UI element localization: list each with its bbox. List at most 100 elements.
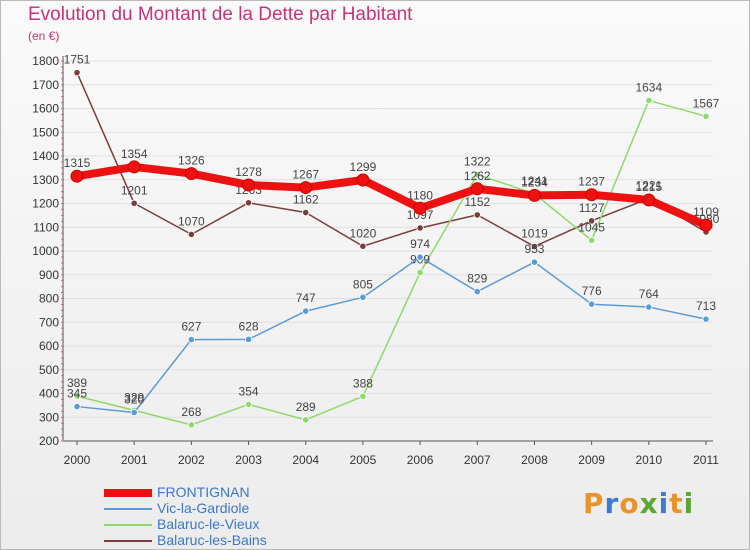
data-label: 289 <box>296 400 316 414</box>
series-line <box>73 162 710 230</box>
y-tick-label: 800 <box>39 292 59 306</box>
data-label: 627 <box>181 320 201 334</box>
data-label: 1234 <box>521 175 548 189</box>
data-label: 1152 <box>464 195 490 209</box>
data-point <box>244 400 253 409</box>
data-point <box>645 303 653 311</box>
data-label: 1109 <box>693 205 719 219</box>
data-label: 1262 <box>464 169 491 183</box>
data-label: 1045 <box>578 220 605 234</box>
data-label: 953 <box>524 242 544 256</box>
data-point <box>359 242 367 250</box>
data-point <box>302 208 310 217</box>
legend-swatch <box>104 524 152 526</box>
logo-letter: x <box>639 487 659 520</box>
data-point <box>302 307 310 315</box>
legend: FRONTIGNAN Vic-la-Gardiole Balaruc-le-Vi… <box>104 484 314 549</box>
data-label: 1221 <box>635 179 662 193</box>
data-point <box>73 69 81 77</box>
data-label: 1278 <box>235 165 262 179</box>
y-tick-label: 1800 <box>32 54 59 68</box>
data-point <box>359 392 367 400</box>
data-label: 1215 <box>635 180 662 194</box>
data-point <box>416 253 424 261</box>
data-label: 1315 <box>64 156 91 170</box>
legend-swatch <box>104 508 152 510</box>
legend-label: Balaruc-les-Bains <box>157 532 267 548</box>
data-label: 1097 <box>407 208 434 222</box>
data-point <box>242 178 256 192</box>
chart-title: Evolution du Montant de la Dette par Hab… <box>28 4 413 25</box>
data-label: 1019 <box>521 226 548 240</box>
legend-swatch <box>104 540 152 542</box>
data-label: 1567 <box>693 96 720 110</box>
logo-letter: i <box>658 487 670 520</box>
data-label: 345 <box>67 387 87 401</box>
series-line <box>76 71 707 248</box>
data-label: 1241 <box>521 174 548 188</box>
data-label: 1354 <box>121 147 148 161</box>
data-point <box>73 392 81 400</box>
y-tick-label: 400 <box>39 387 59 401</box>
legend-item: Balaruc-le-Vieux <box>104 516 314 533</box>
data-point <box>184 167 198 181</box>
data-label: 1070 <box>178 214 205 228</box>
x-tick-label: 2004 <box>292 453 319 467</box>
data-label: 329 <box>124 390 144 404</box>
data-point <box>470 182 484 196</box>
data-label: 805 <box>353 277 373 291</box>
data-point <box>588 300 596 308</box>
y-tick-label: 500 <box>39 363 59 377</box>
data-point <box>302 416 310 424</box>
data-point <box>645 96 653 105</box>
y-tick-label: 1700 <box>32 78 59 92</box>
x-tick-label: 2001 <box>121 453 148 467</box>
data-label: 829 <box>467 272 487 286</box>
proxiti-logo: Proxiti <box>583 487 694 520</box>
data-point <box>244 335 253 343</box>
x-tick-label: 2003 <box>235 453 262 467</box>
data-point <box>642 193 656 207</box>
data-point <box>473 288 481 296</box>
logo-letter: r <box>604 487 620 520</box>
data-label: 1267 <box>292 168 319 182</box>
legend-swatch <box>104 489 152 497</box>
y-tick-label: 600 <box>39 339 59 353</box>
data-point <box>127 160 141 174</box>
x-tick-label: 2000 <box>64 453 91 467</box>
legend-item: Vic-la-Gardiole <box>104 500 314 517</box>
data-label: 1751 <box>64 53 91 67</box>
y-tick-label: 1100 <box>33 220 59 234</box>
y-tick-label: 1600 <box>32 102 59 116</box>
data-point <box>702 112 710 120</box>
data-point <box>588 236 596 244</box>
data-point <box>187 421 195 429</box>
data-point <box>130 199 138 207</box>
y-tick-label: 1500 <box>32 125 59 139</box>
data-point <box>73 402 81 411</box>
data-label: 776 <box>582 284 602 298</box>
data-point <box>187 230 195 238</box>
series-line <box>76 99 707 426</box>
data-label: 747 <box>296 291 316 305</box>
data-label: 268 <box>181 405 201 419</box>
logo-letter: i <box>683 487 695 520</box>
logo-letter: o <box>619 487 640 520</box>
data-point <box>416 224 424 232</box>
data-label: 1299 <box>350 160 377 174</box>
data-label: 628 <box>239 319 259 333</box>
data-point <box>130 408 138 417</box>
y-tick-label: 1200 <box>32 197 59 211</box>
y-tick-label: 700 <box>39 315 59 329</box>
y-tick-label: 300 <box>39 410 59 424</box>
data-point <box>530 242 539 251</box>
data-label: 1237 <box>578 175 605 189</box>
data-point <box>588 217 596 225</box>
data-label: 1162 <box>293 193 319 207</box>
data-point <box>473 211 481 219</box>
data-label: 1180 <box>407 188 433 202</box>
data-label: 1634 <box>635 80 662 94</box>
x-tick-label: 2010 <box>635 453 662 467</box>
y-tick-label: 1400 <box>32 149 59 163</box>
